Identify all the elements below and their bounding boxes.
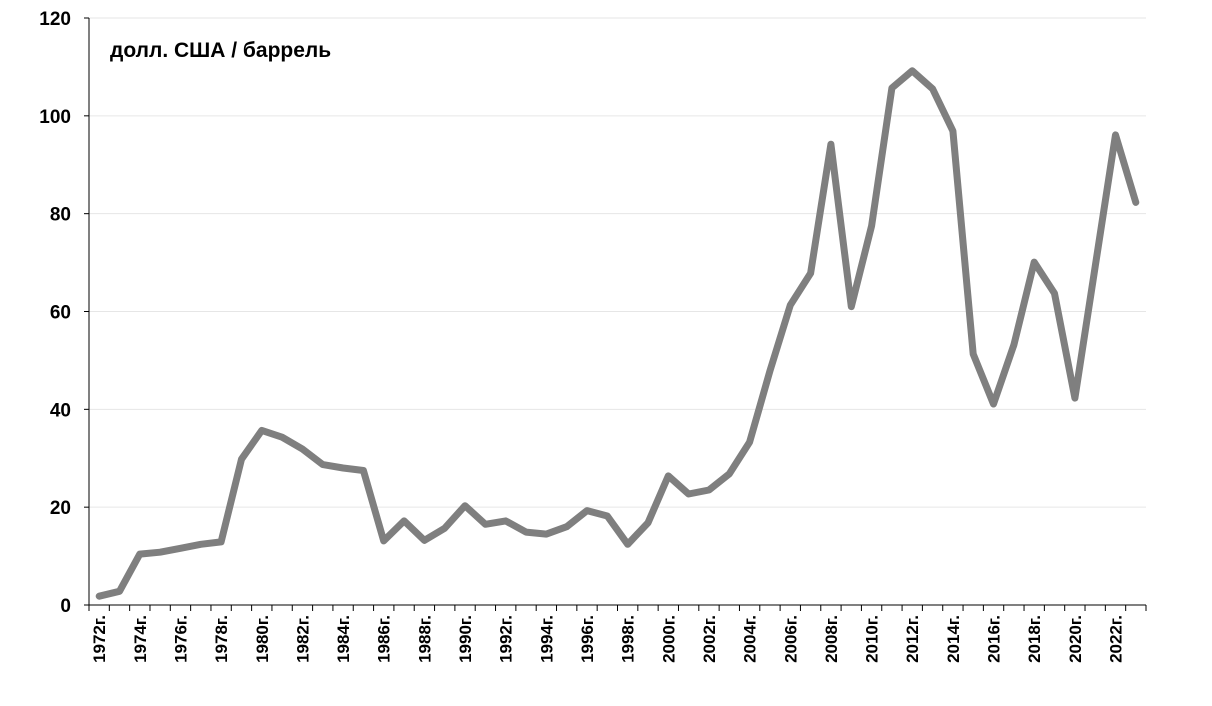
data-point <box>1072 395 1078 401</box>
data-point <box>1133 199 1139 205</box>
x-tick-label: 2022г. <box>1107 615 1126 663</box>
data-point <box>1113 132 1119 138</box>
y-tick-label: 40 <box>50 400 71 421</box>
y-tick-label: 20 <box>50 498 71 519</box>
data-point <box>726 471 732 477</box>
x-tick-label: 1980г. <box>253 615 272 663</box>
data-point <box>767 368 773 374</box>
data-point <box>889 85 895 91</box>
data-point <box>218 539 224 545</box>
data-point <box>503 518 509 524</box>
data-point <box>970 351 976 357</box>
gridlines <box>89 17 1146 508</box>
y-tick-label: 0 <box>60 596 71 617</box>
x-tick-label: 1998г. <box>619 615 638 663</box>
data-point <box>442 525 448 531</box>
x-tick-label: 1996г. <box>578 615 597 663</box>
data-point <box>706 487 712 493</box>
data-point <box>584 508 590 514</box>
data-point <box>747 439 753 445</box>
x-tick-label: 1974г. <box>131 615 150 663</box>
x-tick-label: 1986г. <box>375 615 394 663</box>
x-tick-label: 2000г. <box>659 615 678 663</box>
x-tick-label: 1984г. <box>334 615 353 663</box>
x-tick-label: 2012г. <box>903 615 922 663</box>
x-tick-label: 2010г. <box>863 615 882 663</box>
y-tick-label: 60 <box>50 303 71 324</box>
x-tick-label: 1982г. <box>293 615 312 663</box>
x-tick-label: 2002г. <box>700 615 719 663</box>
data-point <box>909 68 915 74</box>
data-point <box>482 521 488 527</box>
x-tick-label: 2016г. <box>985 615 1004 663</box>
data-point <box>279 434 285 440</box>
x-tick-label: 2018г. <box>1025 615 1044 663</box>
data-point <box>299 446 305 452</box>
x-tick-label: 1992г. <box>497 615 516 663</box>
data-point <box>1092 264 1098 270</box>
data-point <box>96 593 102 599</box>
y-tick-label: 80 <box>50 205 71 226</box>
data-point <box>259 427 265 433</box>
y-tick-label: 120 <box>39 9 71 30</box>
data-point <box>665 473 671 479</box>
data-point <box>787 302 793 308</box>
data-point <box>340 465 346 471</box>
data-point <box>178 545 184 551</box>
data-point <box>381 538 387 544</box>
series-line-0 <box>95 67 1140 600</box>
x-tick-label: 2020г. <box>1066 615 1085 663</box>
x-tick-label: 1990г. <box>456 615 475 663</box>
data-point <box>808 270 814 276</box>
data-point <box>137 551 143 557</box>
data-point <box>421 537 427 543</box>
data-point <box>117 588 123 594</box>
data-point <box>950 128 956 134</box>
data-point <box>869 223 875 229</box>
unit-label: долл. США / баррель <box>110 39 331 62</box>
x-tick-label: 1988г. <box>415 615 434 663</box>
data-point <box>320 462 326 468</box>
data-point <box>604 513 610 519</box>
data-point <box>991 401 997 407</box>
data-point <box>828 141 834 147</box>
data-point <box>686 491 692 497</box>
x-tick-label: 1978г. <box>212 615 231 663</box>
data-point <box>462 503 468 509</box>
x-tick-label: 2014г. <box>944 615 963 663</box>
x-tick-label: 1976г. <box>171 615 190 663</box>
series-group <box>95 67 1140 600</box>
data-point <box>401 518 407 524</box>
x-tick-label: 1972г. <box>90 615 109 663</box>
data-point <box>930 86 936 92</box>
data-point <box>198 541 204 547</box>
x-tick-label: 2006г. <box>781 615 800 663</box>
data-point <box>645 520 651 526</box>
data-point <box>625 541 631 547</box>
data-point <box>523 529 529 535</box>
data-point <box>543 531 549 537</box>
data-point <box>1052 290 1058 296</box>
x-tick-label: 1994г. <box>537 615 556 663</box>
data-point <box>1011 342 1017 348</box>
data-point <box>360 468 366 474</box>
data-point <box>1031 259 1037 265</box>
y-axis-ticks: 0 20 40 60 80 100 120 <box>39 9 89 617</box>
y-tick-label: 100 <box>39 107 71 128</box>
data-point <box>564 524 570 530</box>
x-tick-label: 2008г. <box>822 615 841 663</box>
x-tick-label: 2004г. <box>741 615 760 663</box>
data-point <box>239 456 245 462</box>
data-point <box>157 549 163 555</box>
data-point <box>848 304 854 310</box>
x-axis-ticks: 1972г. 1974г. 1976г. 1978г. 1980г. 1982г. 1984… <box>88 605 1147 663</box>
